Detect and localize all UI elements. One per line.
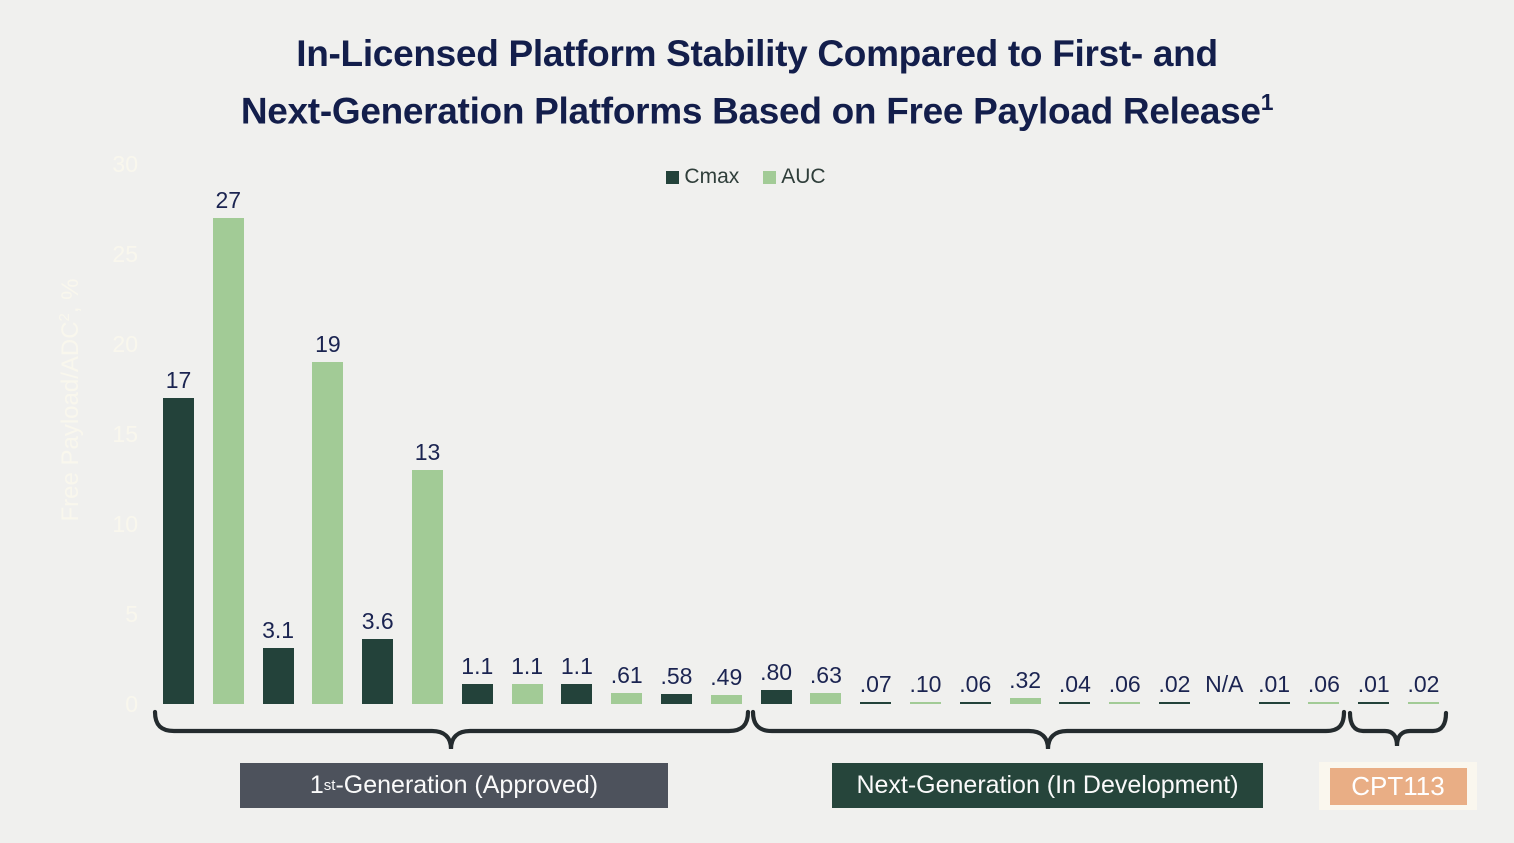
bar-auc bbox=[1308, 702, 1340, 704]
legend-item-auc: AUC bbox=[763, 165, 826, 189]
bar-value-label: .06 bbox=[1108, 671, 1141, 697]
bar-cmax bbox=[461, 684, 493, 704]
footnote-marker: 1 bbox=[1260, 89, 1274, 115]
bar-auc bbox=[611, 693, 643, 704]
bar-value-label: 1.1 bbox=[461, 653, 494, 679]
bar-value-label: .49 bbox=[710, 664, 743, 690]
bar-auc bbox=[710, 695, 742, 704]
chart-title-line2: Next-Generation Platforms Based on Free … bbox=[240, 89, 1274, 132]
bar-value-label: .32 bbox=[1009, 667, 1042, 693]
bar-cmax bbox=[262, 648, 294, 704]
y-tick-label: 10 bbox=[112, 511, 138, 537]
bar-auc bbox=[1408, 702, 1439, 704]
bar-cmax bbox=[561, 684, 593, 704]
bar-value-label: .01 bbox=[1357, 671, 1390, 697]
bar-value-label: .63 bbox=[809, 662, 842, 688]
bar-cmax bbox=[860, 702, 892, 704]
bar-cmax bbox=[1159, 702, 1190, 704]
bar-auc bbox=[212, 218, 244, 704]
bar-value-label: .58 bbox=[660, 663, 693, 689]
bar-value-label: 1.1 bbox=[560, 653, 593, 679]
bar-cmax bbox=[362, 639, 394, 704]
bar-auc bbox=[1109, 702, 1141, 704]
bar-value-label: .10 bbox=[909, 671, 942, 697]
group-box-next-generation: Next-Generation (In Development) bbox=[832, 763, 1263, 808]
bar-value-label: .02 bbox=[1158, 671, 1191, 697]
bar-auc bbox=[312, 362, 344, 704]
bar-auc bbox=[1009, 698, 1041, 704]
bar-auc bbox=[511, 684, 543, 704]
bar-value-label: 13 bbox=[414, 439, 441, 465]
bar-value-label: .06 bbox=[959, 671, 992, 697]
legend-label-auc: AUC bbox=[781, 165, 826, 188]
bar-value-label: 27 bbox=[215, 187, 242, 213]
bar-value-label: .80 bbox=[760, 659, 793, 685]
bar-cmax bbox=[959, 702, 991, 704]
bar-cmax bbox=[760, 690, 792, 704]
bar-value-label: 19 bbox=[315, 331, 341, 357]
y-tick-label: 30 bbox=[112, 151, 138, 177]
y-tick-label: 5 bbox=[125, 601, 138, 627]
bar-value-label: .01 bbox=[1258, 671, 1291, 697]
y-tick-label: 25 bbox=[112, 241, 138, 267]
bar-value-label: .07 bbox=[859, 671, 892, 697]
y-tick-label: 20 bbox=[112, 331, 138, 357]
bar-cmax bbox=[1059, 702, 1091, 704]
group-box-cpt113-frame: CPT113 bbox=[1319, 762, 1477, 810]
cmax-swatch-icon bbox=[666, 170, 680, 184]
bar-value-label: N/A bbox=[1205, 671, 1244, 697]
bar-value-label: .61 bbox=[610, 662, 643, 688]
bar-auc bbox=[810, 693, 842, 704]
y-tick-label: 0 bbox=[125, 691, 138, 717]
bar-cmax bbox=[163, 398, 194, 704]
legend-item-cmax: Cmax bbox=[666, 165, 739, 189]
bar-auc bbox=[910, 702, 941, 704]
legend-label-cmax: Cmax bbox=[684, 165, 740, 188]
group-box-cpt113: CPT113 bbox=[1329, 767, 1467, 805]
bar-auc bbox=[412, 470, 443, 704]
bar-value-label: .06 bbox=[1307, 671, 1340, 697]
bar-value-label: 3.1 bbox=[262, 617, 295, 643]
bar-value-label: 3.6 bbox=[361, 608, 394, 634]
bar-cmax bbox=[1358, 702, 1390, 704]
chart-legend: Cmax AUC bbox=[0, 165, 1514, 189]
auc-swatch-icon bbox=[763, 170, 777, 184]
chart-title-line1: In-Licensed Platform Stability Compared … bbox=[296, 33, 1218, 74]
bar-value-label: 1.1 bbox=[511, 653, 544, 679]
bar-value-label: .02 bbox=[1407, 671, 1440, 697]
chart-title: In-Licensed Platform Stability Compared … bbox=[0, 30, 1514, 135]
bar-cmax bbox=[661, 694, 692, 704]
bar-value-label: 17 bbox=[165, 367, 192, 393]
y-tick-label: 15 bbox=[112, 421, 138, 447]
bar-cmax bbox=[1258, 702, 1290, 704]
bar-value-label: .04 bbox=[1058, 671, 1091, 697]
